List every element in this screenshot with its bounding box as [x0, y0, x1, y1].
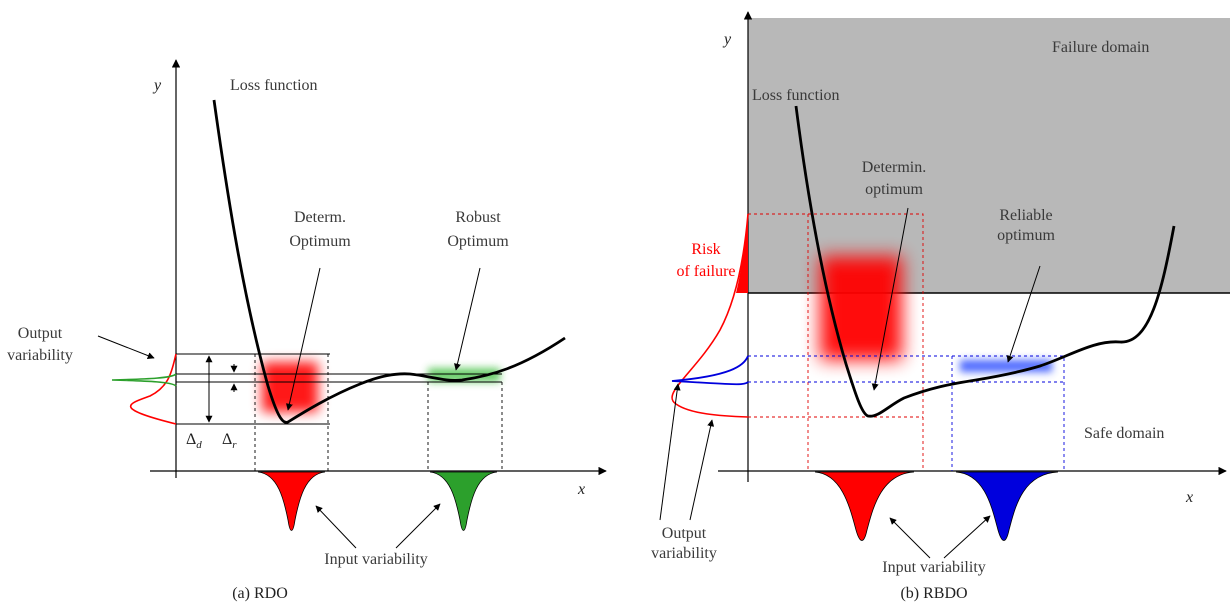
reliable-dashed-box: [748, 355, 1065, 471]
delta-r-symbol: Δ: [222, 431, 232, 448]
input-arrow-green: [395, 503, 441, 549]
determ-optimum-blur: [262, 362, 318, 412]
determin-optimum-arrow: [871, 207, 909, 391]
input-pdf-green: [429, 471, 498, 531]
determin-dashed-box: [748, 213, 924, 471]
determin-optimum-blur: [820, 256, 902, 360]
risk-of-failure-label-1: Risk: [691, 241, 720, 258]
delta-r-subscript: r: [232, 439, 237, 451]
determ-optimum-arrow: [285, 267, 321, 411]
loss-function-label-b: Loss function: [752, 87, 840, 104]
y-axis-label-b: y: [722, 31, 732, 48]
reliable-optimum-label-2: optimum: [997, 227, 1055, 244]
determin-optimum-label-2: optimum: [865, 181, 923, 198]
delta-d-symbol: Δ: [186, 431, 196, 448]
delta-r-label: Δr: [222, 431, 237, 451]
robust-optimum-label-1: Robust: [455, 209, 501, 226]
determin-optimum-label-1: Determin.: [862, 159, 926, 176]
output-pdf-red-b: [671, 213, 749, 418]
robust-optimum-label-2: Optimum: [447, 233, 509, 250]
input-pdf-blue-b: [955, 471, 1059, 541]
input-arrow-red: [315, 505, 357, 549]
caption-b: (b) RBDO: [900, 585, 967, 602]
output-variability-label-b1: Output: [662, 525, 707, 542]
output-variability-arrow-b2: [689, 419, 715, 521]
determ-optimum-label-2: Optimum: [289, 233, 351, 250]
input-arrow-red-b: [889, 517, 931, 559]
risk-of-failure-label-2: of failure: [676, 263, 735, 280]
loss-function-label: Loss function: [230, 77, 318, 94]
delta-d-subscript: d: [196, 439, 202, 451]
input-pdf-red-b: [814, 471, 915, 541]
y-axis-label: y: [152, 77, 162, 94]
output-variability-label-1: Output: [18, 325, 63, 342]
output-pdf-blue-b: [671, 355, 749, 386]
safe-domain-label: Safe domain: [1084, 425, 1164, 442]
output-pdf-red: [129, 353, 177, 425]
robust-optimum-arrow: [454, 267, 481, 371]
input-variability-label-b: Input variability: [882, 559, 986, 576]
risk-of-failure-fill: [736, 214, 748, 293]
input-arrow-blue-b: [943, 515, 991, 559]
output-pdf-green: [111, 373, 177, 387]
output-variability-label-b2: variability: [651, 545, 717, 562]
caption-a: (a) RDO: [232, 585, 288, 602]
input-variability-label: Input variability: [324, 551, 428, 568]
output-variability-arrow: [97, 335, 155, 359]
output-variability-arrow-b1: [659, 383, 681, 521]
panel-rdo: y x Loss function Determ. Optimum Robust…: [7, 59, 607, 602]
output-variability-label-2: variability: [7, 347, 73, 364]
delta-d-label: Δd: [186, 431, 202, 451]
failure-domain-label: Failure domain: [1052, 39, 1149, 56]
reliable-optimum-label-1: Reliable: [999, 207, 1052, 224]
failure-domain-area: [748, 18, 1230, 293]
loss-function-curve-b: [794, 105, 1176, 418]
determ-optimum-label-1: Determ.: [294, 209, 346, 226]
x-axis-label: x: [577, 481, 585, 498]
reliable-optimum-arrow: [1006, 265, 1041, 363]
x-axis-label-b: x: [1185, 489, 1193, 506]
panel-rbdo: y x Failure domain Safe domain Loss func…: [651, 11, 1230, 602]
loss-function-curve: [212, 99, 566, 424]
input-pdf-red: [257, 471, 326, 531]
